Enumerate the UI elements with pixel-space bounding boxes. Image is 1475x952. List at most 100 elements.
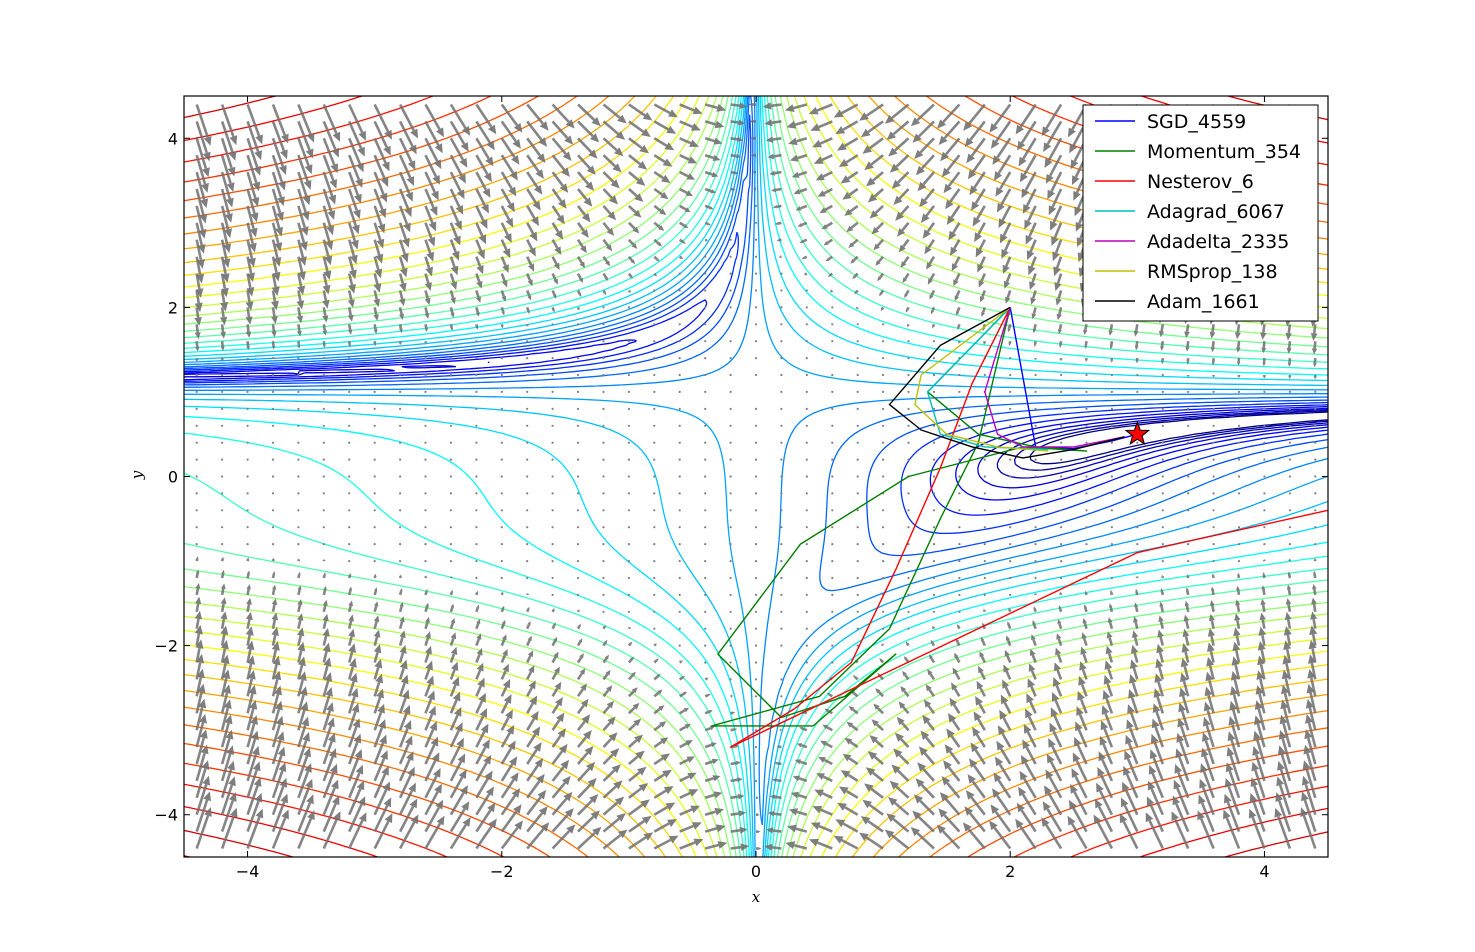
quiver-arrow (1031, 307, 1037, 320)
quiver-dot (754, 695, 758, 698)
quiver-dot (1085, 424, 1088, 427)
quiver-arrow (449, 603, 454, 613)
quiver-arrow (1177, 717, 1190, 748)
quiver-arrow (551, 681, 562, 697)
quiver-dot (1085, 560, 1088, 563)
quiver-dot (271, 492, 275, 495)
quiver-arrow (373, 154, 389, 187)
quiver-arrow (1025, 708, 1037, 731)
quiver-dot (831, 407, 834, 410)
quiver-arrow (322, 672, 333, 697)
quiver-dot (856, 340, 859, 343)
quiver-arrow (297, 558, 301, 562)
quiver-arrow (398, 782, 416, 816)
quiver-dot (1060, 373, 1063, 377)
quiver-dot (195, 526, 198, 529)
quiver-arrow (964, 806, 986, 833)
quiver-arrow (297, 599, 303, 613)
quiver-arrow (794, 759, 808, 766)
quiver-arrow (893, 188, 910, 205)
quiver-arrow (1274, 807, 1292, 849)
quiver-arrow (602, 716, 616, 732)
quiver-arrow (449, 753, 466, 782)
quiver-arrow (347, 764, 364, 799)
quiver-dot (322, 526, 325, 529)
quiver-arrow (500, 290, 507, 302)
quiver-dot (1085, 390, 1088, 393)
quiver-dot (1161, 407, 1164, 410)
quiver-arrow (195, 556, 199, 562)
quiver-dot (1136, 407, 1139, 410)
quiver-dot (958, 576, 961, 580)
quiver-arrow (996, 188, 1012, 213)
quiver-arrow (347, 702, 360, 731)
quiver-dot (932, 475, 936, 478)
quiver-dot (1034, 543, 1037, 546)
quiver-dot (322, 458, 325, 461)
quiver-dot (1314, 492, 1317, 495)
quiver-dot (729, 340, 732, 343)
quiver-arrow (1207, 628, 1215, 646)
quiver-dot (1060, 475, 1063, 478)
quiver-dot (526, 424, 529, 427)
quiver-dot (653, 390, 656, 393)
quiver-arrow (500, 273, 508, 288)
quiver-dot (704, 390, 707, 393)
quiver-arrow (500, 804, 522, 833)
quiver-dot (805, 492, 808, 495)
quiver-arrow (220, 639, 229, 663)
quiver-arrow (220, 684, 231, 714)
quiver-arrow (246, 669, 256, 697)
quiver-dot (780, 357, 783, 360)
quiver-dot (831, 390, 834, 393)
quiver-dot (475, 475, 478, 478)
quiver-arrow (704, 204, 714, 210)
quiver-arrow (271, 307, 278, 324)
quiver-dot (1314, 390, 1317, 393)
quiver-arrow (1019, 770, 1037, 799)
quiver-arrow (449, 290, 456, 305)
quiver-dot (780, 695, 783, 698)
quiver-arrow (246, 730, 259, 765)
quiver-arrow (1212, 374, 1215, 378)
quiver-dot (729, 475, 732, 478)
quiver-arrow (704, 137, 723, 145)
quiver-arrow (1248, 808, 1266, 849)
quiver-arrow (1309, 625, 1318, 646)
quiver-dot (221, 373, 224, 377)
quiver-dot (424, 492, 427, 495)
quiver-arrow (373, 205, 386, 234)
quiver-arrow (322, 702, 334, 731)
quiver-arrow (271, 746, 286, 782)
quiver-dot (576, 424, 580, 427)
quiver-dot (780, 492, 783, 495)
contour-level (184, 299, 1328, 516)
quiver-dot (627, 576, 631, 580)
quiver-arrow (576, 730, 592, 748)
quiver-dot (678, 272, 681, 275)
quiver-arrow (347, 643, 356, 663)
quiver-arrow (966, 137, 986, 164)
quiver-arrow (902, 670, 910, 681)
quiver-arrow (398, 171, 413, 202)
quiver-arrow (748, 103, 756, 106)
quiver-arrow (449, 154, 466, 184)
quiver-arrow (1084, 340, 1088, 349)
quiver-arrow (449, 817, 471, 850)
quiver-arrow (195, 698, 207, 731)
quiver-arrow (271, 584, 277, 596)
quiver-arrow (653, 187, 669, 200)
quiver-arrow (765, 136, 782, 143)
quiver-dot (754, 221, 758, 224)
quiver-arrow (373, 673, 383, 697)
quiver-arrow (1074, 736, 1088, 765)
quiver-dot (983, 458, 986, 461)
quiver-arrow (322, 558, 326, 562)
contour-level (184, 96, 1328, 857)
quiver-arrow (1158, 615, 1165, 630)
quiver-arrow (322, 103, 341, 142)
quiver-arrow (602, 732, 618, 748)
quiver-arrow (1300, 807, 1317, 849)
quiver-arrow (860, 816, 884, 833)
quiver-arrow (526, 171, 543, 195)
